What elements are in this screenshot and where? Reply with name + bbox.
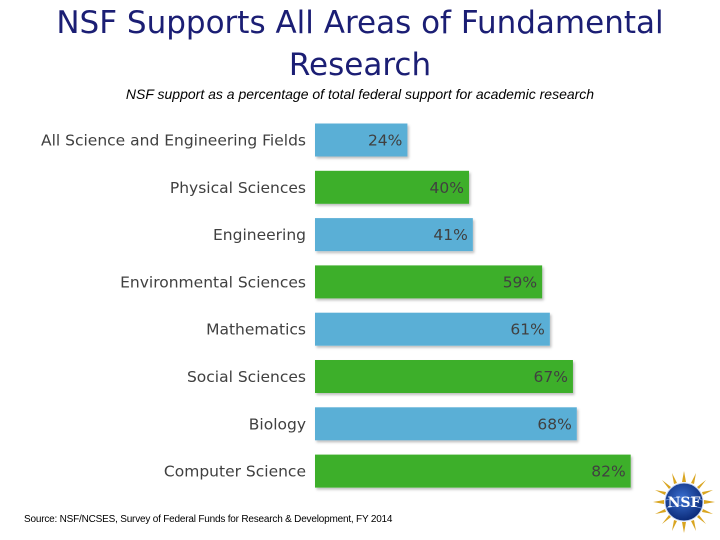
category-label: Physical Sciences (170, 179, 306, 197)
bar-social-sciences (315, 360, 573, 393)
value-label: 68% (537, 415, 571, 433)
category-label: Engineering (213, 226, 306, 244)
category-label: Environmental Sciences (120, 273, 306, 291)
bar-all-science-and-engineering-fields (315, 123, 408, 157)
slide-title: NSF Supports All Areas of Fundamental Re… (56, 5, 664, 83)
value-label: 40% (430, 179, 464, 197)
chart-subtitle: NSF support as a percentage of total fed… (125, 86, 595, 102)
bar-mathematics (315, 312, 550, 346)
value-label: 24% (368, 132, 402, 150)
source-note: Source: NSF/NCSES, Survey of Federal Fun… (24, 514, 393, 525)
category-label: Biology (249, 415, 306, 433)
category-label: All Science and Engineering Fields (41, 132, 306, 150)
bar-chart: All Science and Engineering Fields 24% Phy… (41, 123, 631, 488)
category-label: Computer Science (164, 463, 306, 481)
value-label: 82% (591, 463, 625, 481)
value-label: 59% (503, 273, 537, 291)
bars-layer (315, 123, 631, 488)
value-label: 41% (433, 226, 467, 244)
category-label: Social Sciences (187, 368, 306, 386)
bar-biology (315, 407, 577, 441)
bar-computer-science (315, 454, 631, 488)
bar-environmental-sciences (315, 265, 543, 299)
category-label: Mathematics (206, 321, 306, 339)
logo-text: NSF (668, 495, 701, 511)
nsf-logo: NSF (653, 471, 715, 533)
bar-physical-sciences (315, 170, 469, 204)
value-label: 61% (510, 321, 544, 339)
labels-layer: All Science and Engineering Fields 24% Phy… (41, 132, 626, 481)
bar-engineering (315, 218, 473, 252)
value-label: 67% (533, 368, 567, 386)
logo-rays (653, 471, 715, 533)
